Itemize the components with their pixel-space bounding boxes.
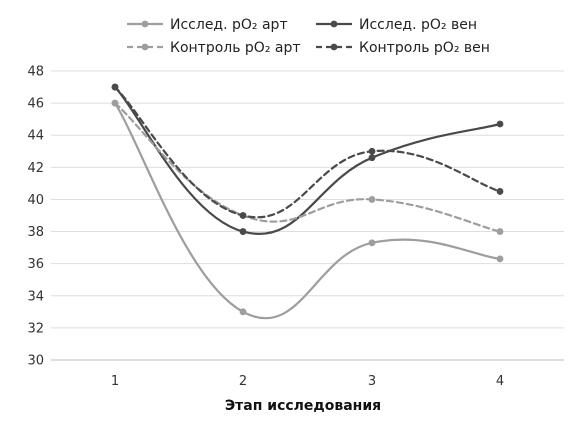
- series-line-study-ven: [113, 85, 502, 235]
- data-point-control-ven: [111, 83, 119, 91]
- y-tick-label: 48: [27, 65, 44, 80]
- y-tick-label: 40: [27, 193, 44, 208]
- y-tick-label: 46: [27, 97, 44, 112]
- legend-swatch-marker: [330, 20, 338, 28]
- x-tick-label: 4: [496, 374, 504, 389]
- data-point-study-art: [239, 308, 247, 316]
- y-tick-label: 44: [27, 129, 44, 144]
- legend-label: Контроль pO₂ арт: [170, 40, 301, 56]
- data-point-study-ven: [239, 228, 247, 235]
- legend-swatch-marker: [141, 43, 149, 51]
- x-tick-label: 3: [368, 374, 376, 389]
- y-axis-ticks: 30 32 34 36 38 40 42 44 46 48: [27, 65, 44, 369]
- data-point-control-art: [368, 196, 376, 203]
- data-point-control-ven: [496, 188, 504, 195]
- x-tick-label: 1: [111, 374, 119, 389]
- data-point-study-art: [496, 255, 504, 263]
- legend-label: Исслед. pO₂ вен: [359, 17, 477, 33]
- series-line-control-ven: [113, 85, 502, 219]
- y-tick-label: 36: [27, 257, 44, 272]
- data-point-control-art: [496, 228, 504, 235]
- data-point-study-ven: [496, 120, 504, 128]
- y-tick-label: 32: [27, 321, 44, 336]
- x-axis-title: Этап исследования: [225, 398, 381, 414]
- legend-swatch-marker: [330, 43, 338, 51]
- legend: Исслед. pO₂ арт Исслед. pO₂ вен Контроль p…: [127, 17, 490, 56]
- series-lines: [111, 83, 504, 320]
- series-line-study-art: [113, 102, 502, 320]
- series-line-control-art: [113, 102, 502, 233]
- y-tick-label: 42: [27, 161, 44, 176]
- y-tick-label: 30: [27, 354, 44, 369]
- x-tick-label: 2: [239, 374, 247, 389]
- legend-swatch-marker: [141, 20, 149, 28]
- legend-label: Контроль pO₂ вен: [359, 40, 490, 56]
- legend-label: Исслед. pO₂ арт: [170, 17, 288, 33]
- y-tick-label: 34: [27, 289, 44, 304]
- data-point-control-art: [111, 99, 119, 107]
- data-point-control-ven: [239, 212, 247, 219]
- x-axis-ticks: 1 2 3 4: [111, 374, 504, 389]
- grid: [51, 70, 564, 361]
- data-point-study-art: [368, 239, 376, 247]
- y-tick-label: 38: [27, 225, 44, 240]
- data-point-study-ven: [368, 154, 376, 162]
- data-point-control-ven: [368, 147, 376, 155]
